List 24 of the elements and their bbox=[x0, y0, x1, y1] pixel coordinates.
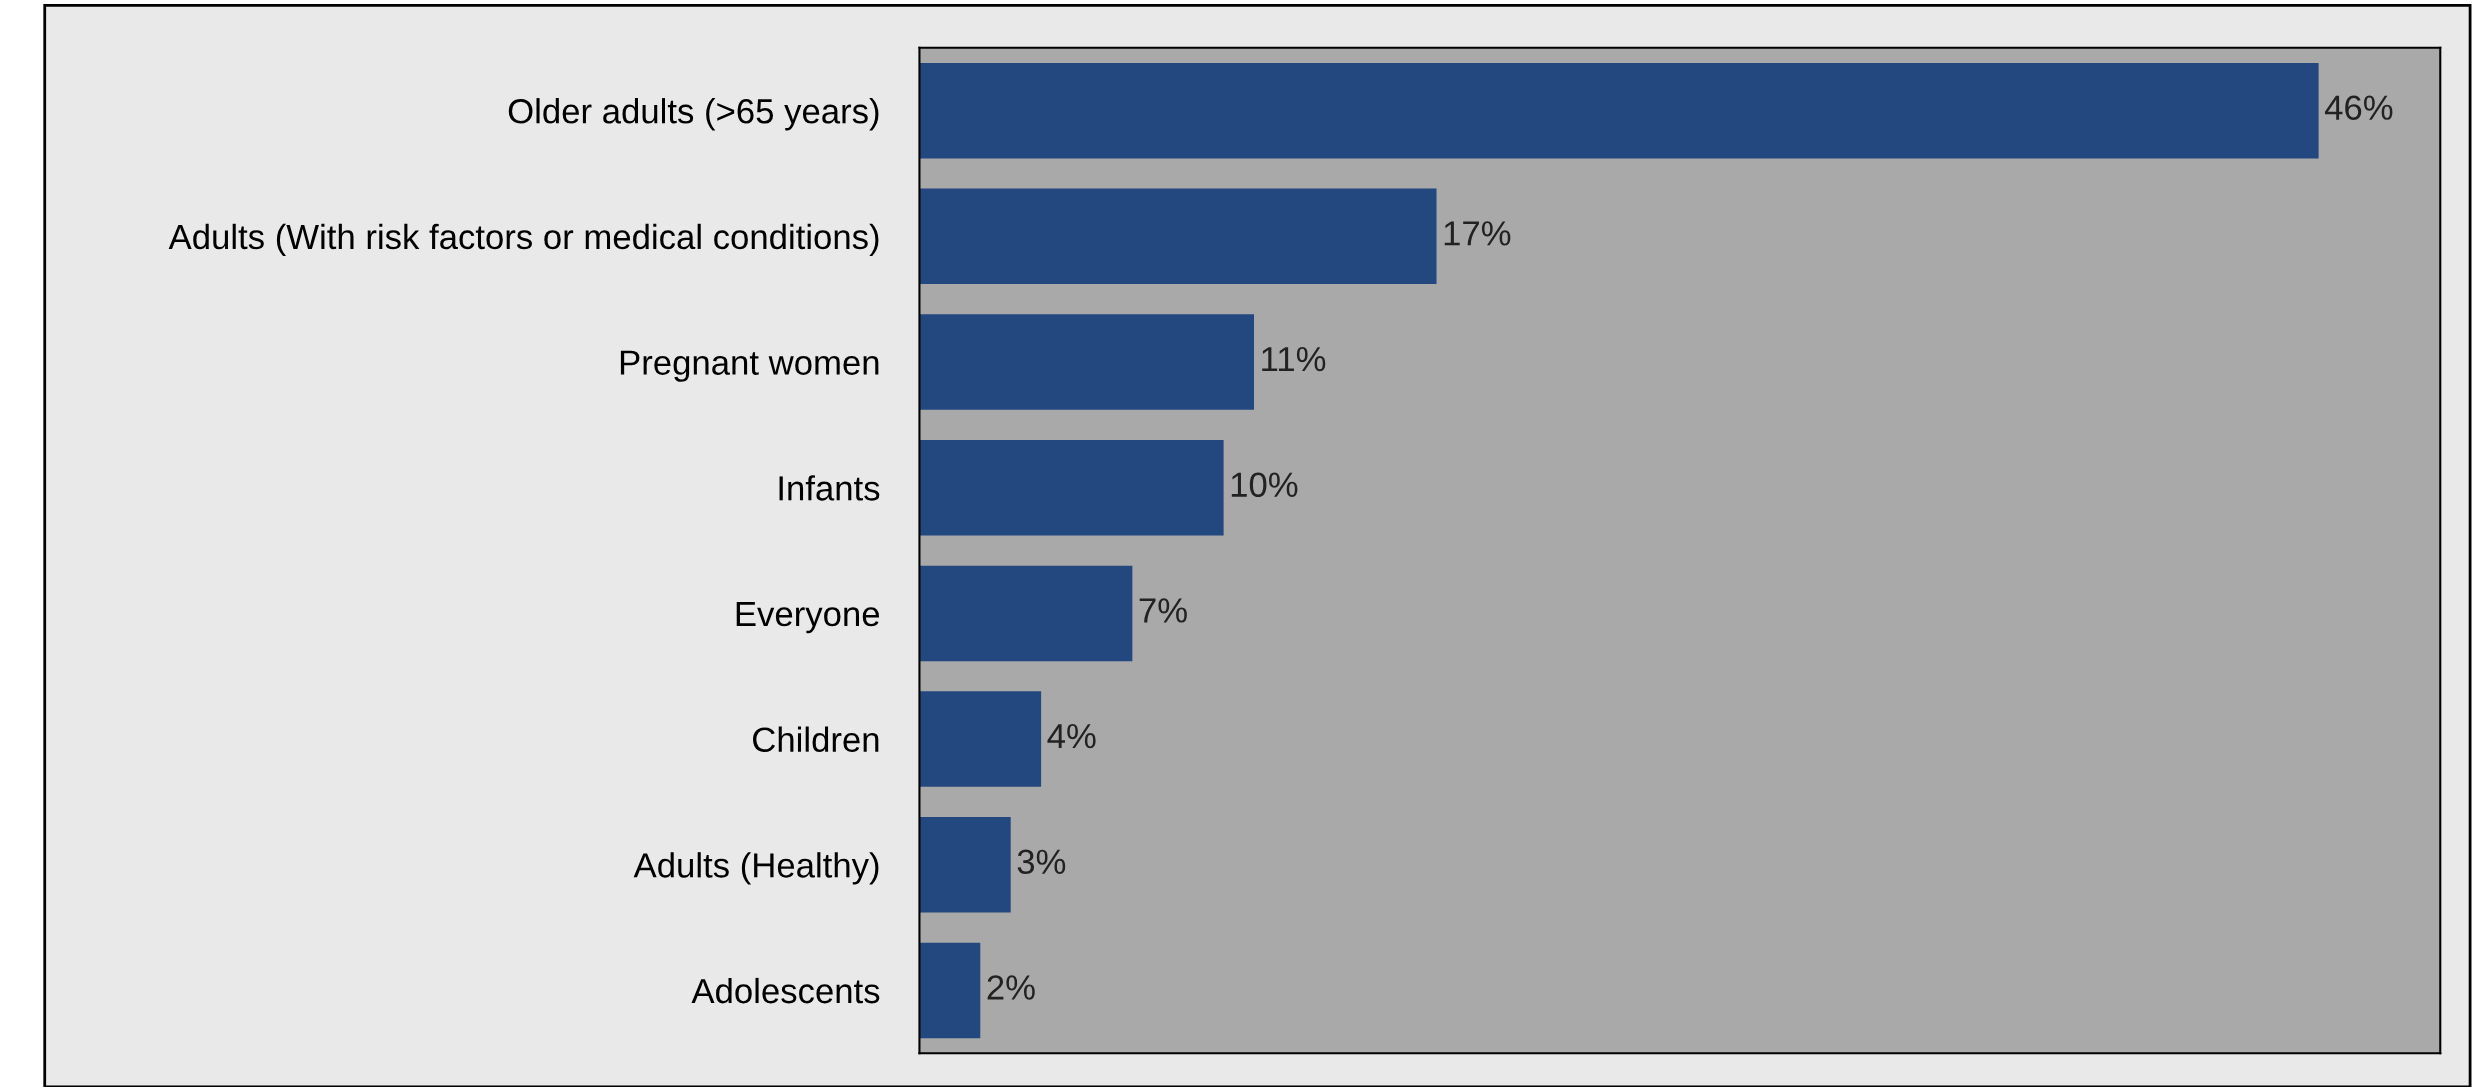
bar bbox=[919, 188, 1437, 285]
data-label: 10% bbox=[1231, 472, 1298, 498]
bar bbox=[919, 691, 1042, 787]
y-tick-label: Everyone bbox=[736, 602, 880, 634]
bar bbox=[919, 565, 1133, 662]
data-label: 3% bbox=[1017, 849, 1066, 875]
bar bbox=[919, 942, 981, 1039]
y-tick-label: Children bbox=[753, 726, 879, 753]
data-label: 7% bbox=[1139, 598, 1187, 623]
y-tick-label: Infants bbox=[779, 475, 880, 501]
y-tick-label: Older adults (>65 years) bbox=[508, 98, 879, 131]
data-label: 4% bbox=[1047, 723, 1096, 749]
y-tick-label: Pregnant women bbox=[620, 350, 879, 382]
data-label: 17% bbox=[1444, 221, 1511, 246]
bar bbox=[919, 817, 1011, 913]
bar bbox=[919, 314, 1255, 410]
data-label: 46% bbox=[2324, 95, 2393, 120]
bar bbox=[919, 439, 1224, 536]
bar bbox=[919, 62, 2319, 159]
y-tick-label: Adults (Healthy) bbox=[633, 852, 879, 885]
data-label: 2% bbox=[987, 975, 1035, 1000]
data-label: 11% bbox=[1262, 346, 1326, 372]
y-tick-label: Adolescents bbox=[691, 977, 880, 1004]
y-tick-label: Adults (With risk factors or medical conditions) bbox=[168, 223, 879, 257]
